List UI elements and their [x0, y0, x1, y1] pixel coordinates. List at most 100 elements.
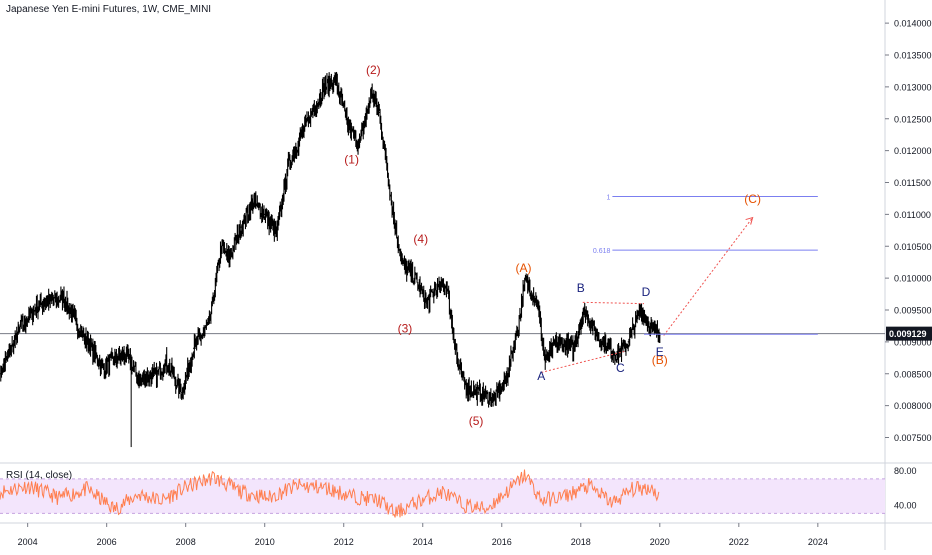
- price-axis-tick-label: 0.011000: [894, 210, 931, 220]
- price-point: [414, 277, 416, 279]
- price-point: [275, 232, 278, 235]
- price-point: [82, 334, 84, 337]
- price-point: [165, 360, 167, 362]
- price-axis-tick-label: 0.013000: [894, 82, 932, 92]
- price-axis-tick-label: 0.013500: [894, 51, 932, 61]
- price-point: [370, 92, 372, 94]
- triangle-wave-label: E: [656, 345, 664, 359]
- price-axis-tick-label: 0.009500: [894, 306, 932, 316]
- price-point: [615, 354, 617, 356]
- projection-arrow-head: [745, 216, 754, 225]
- time-axis-tick-label: 2016: [492, 537, 512, 547]
- price-point: [659, 334, 661, 337]
- abc-wave-label: (A): [515, 261, 531, 275]
- price-point: [394, 226, 396, 228]
- price-point: [181, 392, 183, 394]
- price-point: [572, 347, 574, 349]
- time-axis-tick-label: 2006: [97, 537, 117, 547]
- rsi-label: RSI (14, close): [6, 470, 73, 481]
- price-point: [240, 226, 242, 228]
- price-point: [556, 341, 558, 343]
- triangle-upper-trendline: [582, 301, 645, 305]
- price-point: [536, 303, 538, 305]
- time-axis-tick-label: 2018: [571, 537, 591, 547]
- time-axis-tick-label: 2012: [334, 537, 354, 547]
- price-axis-tick-label: 0.012000: [894, 146, 932, 156]
- time-axis-tick-label: 2010: [255, 537, 275, 547]
- price-point: [465, 385, 467, 388]
- wave-label: (3): [398, 321, 413, 335]
- wave-label: (1): [344, 152, 359, 166]
- price-point: [433, 290, 436, 292]
- price-point: [358, 143, 361, 145]
- price-point: [287, 162, 290, 164]
- price-point: [323, 86, 325, 88]
- price-point: [220, 245, 222, 247]
- chart-title: Japanese Yen E-mini Futures, 1W, CME_MIN…: [6, 4, 212, 15]
- price-axis-tick-label: 0.008500: [894, 369, 932, 379]
- price-point: [102, 366, 104, 368]
- time-axis-tick-label: 2004: [18, 537, 38, 547]
- wave-label: (2): [366, 63, 381, 77]
- triangle-wave-label: C: [616, 361, 625, 375]
- price-axis-tick-label: 0.008000: [894, 401, 932, 411]
- price-point: [347, 124, 349, 126]
- wave-label: (4): [413, 232, 428, 246]
- price-point: [0, 373, 1, 375]
- rsi-band: [0, 478, 885, 514]
- price-point: [505, 379, 507, 381]
- rsi-axis-tick-label: 80.00: [894, 466, 917, 476]
- price-point: [402, 264, 404, 266]
- price-point: [19, 328, 21, 330]
- price-point: [157, 373, 159, 375]
- price-point: [335, 79, 337, 82]
- fib-level-label: 0.618: [593, 248, 611, 255]
- price-point: [595, 334, 598, 337]
- price-point: [137, 379, 139, 381]
- abc-wave-label: (C): [744, 192, 761, 206]
- price-axis-tick-label: 0.012500: [894, 114, 932, 124]
- rsi-line: [0, 469, 660, 518]
- price-point: [208, 322, 210, 324]
- price-point: [38, 303, 41, 305]
- price-point: [129, 360, 131, 362]
- price-point: [299, 137, 301, 139]
- price-point: [311, 111, 313, 113]
- price-point: [639, 309, 641, 311]
- price-axis-tick-label: 0.010500: [894, 242, 932, 252]
- price-point: [264, 213, 266, 215]
- price-axis-tick-label: 0.007500: [894, 433, 932, 443]
- price-point: [62, 296, 64, 298]
- wave-label: (5): [469, 414, 484, 428]
- price-point: [192, 347, 195, 349]
- current-price-badge: [886, 326, 932, 341]
- time-axis-tick-label: 2014: [413, 537, 433, 547]
- abc-wave-label: (B): [652, 353, 668, 367]
- price-point: [457, 366, 459, 368]
- time-axis-tick-label: 2022: [729, 537, 749, 547]
- price-point: [121, 354, 124, 356]
- price-point: [584, 309, 586, 311]
- fib-level-label: 1: [607, 195, 611, 202]
- triangle-wave-label: A: [537, 369, 545, 383]
- current-price-label: 0.009129: [889, 329, 927, 339]
- triangle-wave-label: B: [577, 281, 585, 295]
- price-point: [378, 111, 380, 113]
- price-point: [627, 341, 629, 343]
- price-point: [426, 303, 428, 305]
- triangle-wave-label: D: [642, 285, 651, 299]
- price-point: [445, 283, 448, 286]
- time-axis-tick-label: 2020: [650, 537, 670, 547]
- projection-arrow-line: [663, 217, 754, 336]
- price-point: [516, 328, 519, 330]
- price-point: [228, 258, 230, 260]
- price-axis-tick-label: 0.009000: [894, 337, 932, 347]
- time-axis-tick-label: 2008: [176, 537, 196, 547]
- price-point: [477, 392, 479, 394]
- time-axis-tick-label: 2024: [808, 537, 828, 547]
- price-point: [252, 201, 254, 203]
- price-point: [651, 328, 653, 330]
- price-axis-tick-label: 0.011500: [894, 178, 931, 188]
